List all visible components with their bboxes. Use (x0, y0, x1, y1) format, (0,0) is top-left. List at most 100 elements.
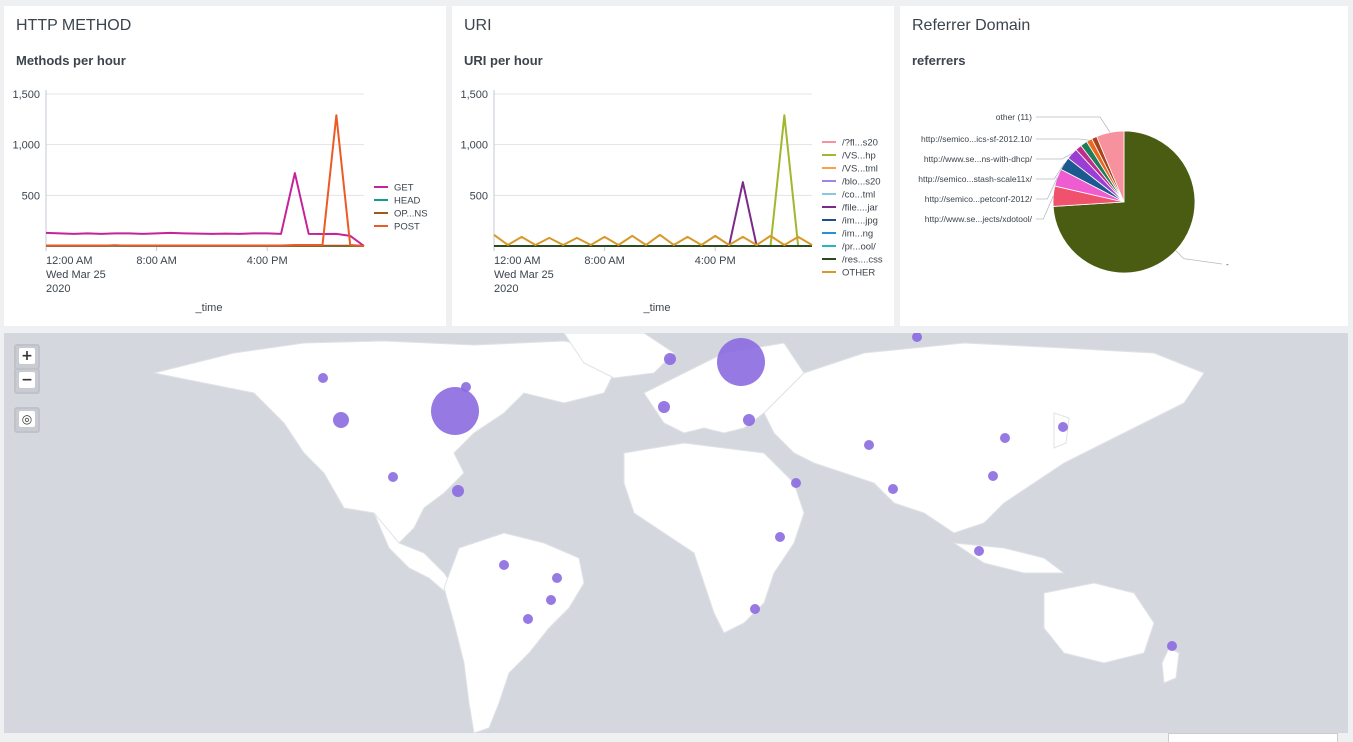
x-date-label: Wed Mar 25 (46, 269, 106, 281)
pie-slice (1096, 130, 1125, 203)
map-marker (333, 412, 349, 428)
x-tick-label: 8:00 AM (584, 255, 624, 267)
pie-label: http://semico...ics-sf-2012.10/ (921, 134, 1033, 144)
map-marker (664, 353, 676, 365)
legend-label: /blo...s20 (842, 177, 881, 188)
world-map[interactable]: + − ◎ (4, 333, 1348, 733)
legend-label: POST (394, 222, 420, 233)
methods-line-chart[interactable]: 1,500 1,000 500 12:00 AM 8:00 AM 4:00 PM Wed M… (4, 6, 446, 320)
map-marker (864, 440, 874, 450)
referrer-pie-chart[interactable]: - http://www.se...jects/xdotool/http://se… (900, 6, 1348, 320)
reset-view-button[interactable]: ◎ (14, 407, 40, 433)
map-marker (791, 478, 801, 488)
x-tick-label: 4:00 PM (247, 255, 288, 267)
x-tick-label: 12:00 AM (46, 255, 92, 267)
map-marker (499, 560, 509, 570)
pie-label: http://semico...petconf-2012/ (925, 194, 1033, 204)
legend-label: HEAD (394, 196, 421, 207)
land-asia (763, 342, 1205, 534)
pie-leader-line (1036, 163, 1065, 180)
pie-leader-line (1036, 116, 1111, 133)
map-marker (1000, 433, 1010, 443)
y-tick-label: 1,500 (12, 89, 40, 101)
land-new-zealand (1161, 647, 1180, 684)
pie-leader-line (1036, 153, 1073, 160)
referrer-panel: Referrer Domain referrers - http://www.se… (900, 6, 1348, 326)
y-tick-label: 500 (470, 190, 488, 202)
series-line-POST (46, 114, 365, 247)
y-tick-label: 1,000 (12, 140, 40, 152)
legend-label: /?fl...s20 (842, 138, 878, 149)
x-date-label: Wed Mar 25 (494, 269, 554, 281)
map-attribution (1168, 733, 1338, 742)
map-marker (388, 472, 398, 482)
pie-leader-line (1175, 250, 1223, 265)
series-line-OTHER (493, 233, 813, 246)
chart-title: referrers (912, 53, 966, 68)
x-tick-label: 4:00 PM (695, 255, 736, 267)
panel-title: HTTP METHOD (16, 17, 132, 34)
series-line-GET (45, 172, 365, 247)
y-tick-label: 1,000 (460, 140, 488, 152)
world-map-land (153, 333, 1205, 733)
minus-icon: − (19, 372, 35, 388)
legend-label: /im....jpg (842, 216, 878, 227)
uri-panel: URI URI per hour 1,500 1,000 500 12:00 AM 8:… (452, 6, 894, 326)
series-line-/VS...hp (494, 114, 812, 247)
land-south-america (443, 532, 585, 733)
map-marker (717, 338, 765, 386)
legend-label: OP...NS (394, 209, 428, 220)
map-markers (318, 333, 1177, 651)
map-marker (888, 484, 898, 494)
map-marker (775, 532, 785, 542)
map-marker (431, 387, 479, 435)
crosshair-icon: ◎ (19, 411, 35, 427)
x-tick-label: 12:00 AM (494, 255, 540, 267)
legend-label: /VS...hp (842, 151, 876, 162)
pie-leader-line (1036, 138, 1090, 141)
legend-label: /pr...ool/ (842, 242, 876, 253)
map-marker (750, 604, 760, 614)
map-marker (1167, 641, 1177, 651)
y-tick-label: 500 (22, 190, 40, 202)
uri-line-chart[interactable]: 1,500 1,000 500 12:00 AM 8:00 AM 4:00 PM Wed M… (452, 6, 894, 320)
pie-label: http://www.se...ns-with-dhcp/ (924, 154, 1033, 164)
zoom-out-button[interactable]: − (14, 368, 40, 394)
map-marker (912, 333, 922, 342)
pie-leader-line (1036, 196, 1054, 220)
series-line-/file....jar (494, 181, 812, 247)
map-marker (318, 373, 328, 383)
land-greenland (563, 333, 675, 379)
legend-label: /file....jar (842, 203, 878, 214)
legend-label: /VS...tml (842, 164, 878, 175)
land-australia (1043, 582, 1155, 664)
map-marker (552, 573, 562, 583)
legend-label: OTHER (842, 268, 875, 279)
map-marker (523, 614, 533, 624)
x-axis-title: _time (643, 302, 671, 314)
map-marker (658, 401, 670, 413)
panel-title: Referrer Domain (912, 17, 1031, 34)
map-marker (743, 414, 755, 426)
map-marker (1058, 422, 1068, 432)
map-marker (461, 382, 471, 392)
map-marker (452, 485, 464, 497)
chart-title: Methods per hour (16, 53, 126, 68)
panel-title: URI (464, 17, 492, 34)
chart-title: URI per hour (464, 53, 543, 68)
pie-label: other (11) (996, 112, 1032, 122)
plus-icon: + (19, 348, 35, 364)
map-marker (974, 546, 984, 556)
legend-label: GET (394, 183, 414, 194)
map-marker (546, 595, 556, 605)
land-north-america (153, 340, 625, 544)
zoom-in-button[interactable]: + (14, 344, 40, 370)
y-tick-label: 1,500 (460, 89, 488, 101)
methods-panel: HTTP METHOD Methods per hour 1,500 1,000 5… (4, 6, 446, 326)
legend-label: /co...tml (842, 190, 875, 201)
map-marker (988, 471, 998, 481)
pie-label: http://semico...stash-scale11x/ (918, 174, 1032, 184)
x-axis-title: _time (195, 302, 223, 314)
legend-label: /im...ng (842, 229, 873, 240)
legend-label: /res....css (842, 255, 883, 266)
